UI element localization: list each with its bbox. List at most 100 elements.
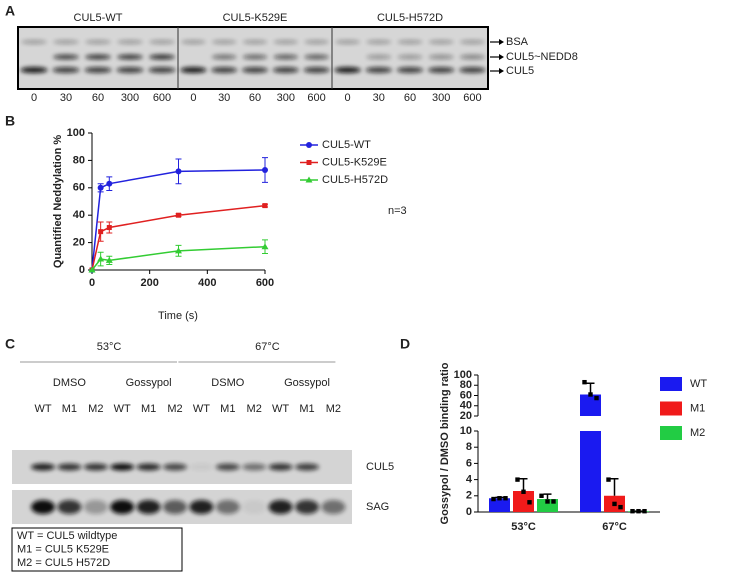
y-tick-label: 20: [460, 410, 472, 422]
band: [136, 463, 161, 471]
band-label: CUL5: [506, 65, 534, 77]
bar: [489, 498, 510, 512]
band: [242, 500, 267, 514]
lane-label: M2: [88, 403, 103, 415]
key-line: M1 = CUL5 K529E: [17, 543, 109, 555]
x-tick-label: 600: [256, 277, 274, 289]
treatment-label: DMSO: [53, 377, 86, 389]
x-tick-label: 67°C: [602, 521, 627, 533]
error-bar: [610, 478, 619, 496]
x-tick-label: 400: [198, 277, 216, 289]
y-tick-label: 4: [466, 474, 473, 486]
y-tick-label: 2: [466, 490, 472, 502]
lane-label: M2: [167, 403, 182, 415]
lane-label: 30: [60, 92, 72, 104]
data-point: [582, 379, 587, 385]
band: [459, 54, 485, 60]
legend-swatch: [660, 377, 682, 391]
band: [321, 500, 346, 514]
band: [242, 54, 268, 60]
marker: [88, 266, 96, 273]
band: [211, 67, 238, 73]
panel-label: A: [5, 3, 15, 19]
data-point: [642, 508, 647, 514]
x-tick-label: 53°C: [511, 521, 536, 533]
group-label: CUL5-K529E: [223, 12, 288, 24]
band: [149, 54, 175, 60]
band: [31, 500, 55, 514]
arrow-head: [499, 68, 504, 74]
y-tick-label: 6: [466, 457, 472, 469]
temperature-label: 67°C: [255, 341, 280, 353]
band: [189, 463, 214, 471]
lane-label: 600: [463, 92, 481, 104]
data-point: [527, 500, 532, 505]
y-tick-label: 8: [466, 441, 472, 453]
band-label: CUL5~NEDD8: [506, 51, 578, 63]
band: [85, 40, 111, 44]
band: [180, 67, 207, 73]
y-tick-label: 20: [73, 237, 85, 249]
lane-label: 300: [121, 92, 139, 104]
panel-label: D: [400, 336, 410, 352]
data-point: [539, 493, 544, 498]
band: [84, 67, 112, 73]
bar: [580, 394, 601, 512]
lane-label: M1: [141, 403, 156, 415]
data-point: [503, 496, 508, 501]
data-point: [545, 499, 550, 504]
data-point: [497, 496, 502, 501]
lane-label: M1: [220, 403, 235, 415]
marker: [97, 184, 104, 191]
band: [459, 67, 486, 73]
band: [272, 67, 299, 73]
band: [117, 54, 143, 60]
band: [397, 40, 423, 44]
marker: [262, 203, 268, 209]
data-point: [551, 499, 556, 504]
arrow-head: [499, 54, 504, 60]
marker: [175, 168, 182, 175]
band: [117, 40, 143, 44]
error-bar: [543, 493, 552, 500]
band: [427, 67, 455, 73]
band: [149, 40, 175, 44]
legend-label: CUL5-WT: [322, 139, 371, 151]
lane-label: 60: [92, 92, 104, 104]
legend-label: WT: [690, 378, 707, 390]
band: [136, 500, 161, 514]
data-point: [521, 489, 526, 494]
band: [211, 54, 237, 60]
band: [57, 500, 82, 514]
band: [304, 54, 329, 60]
protein-label: CUL5: [366, 461, 394, 473]
marker: [261, 243, 269, 250]
data-point: [612, 501, 617, 507]
band: [57, 463, 82, 471]
y-tick-label: 0: [466, 506, 472, 518]
lane-label: 300: [277, 92, 295, 104]
panel-label: C: [5, 336, 15, 352]
band: [334, 67, 361, 73]
lane-label: WT: [272, 403, 289, 415]
group-label: CUL5-H572D: [377, 12, 443, 24]
marker: [98, 229, 104, 235]
legend-marker: [306, 160, 312, 165]
y-axis-label: Gossypol / DMSO binding ratio: [439, 362, 451, 524]
y-tick-label: 80: [460, 379, 472, 391]
key-box: [11, 527, 183, 572]
lane-label: 0: [31, 92, 37, 104]
lane-label: WT: [193, 403, 210, 415]
band: [366, 40, 392, 44]
band: [211, 40, 237, 44]
bar: [513, 490, 534, 512]
marker: [97, 255, 105, 262]
legend-label: CUL5-H572D: [322, 174, 388, 186]
lane-label: M2: [326, 403, 341, 415]
band: [242, 463, 267, 471]
band: [116, 67, 144, 73]
lane-label: 600: [307, 92, 325, 104]
band: [366, 54, 392, 60]
y-tick-label: 80: [73, 154, 85, 166]
